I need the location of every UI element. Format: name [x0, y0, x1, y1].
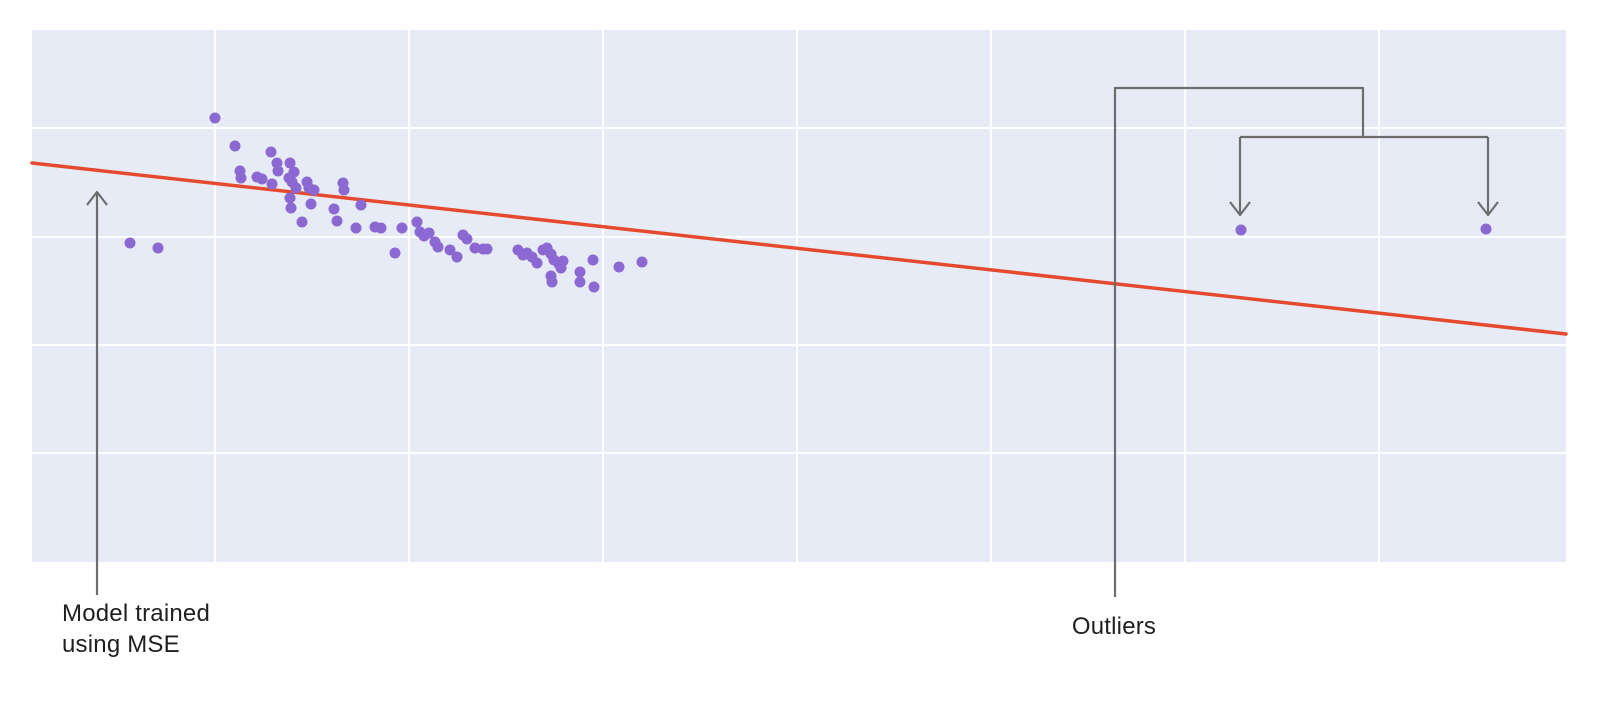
- data-point: [588, 281, 600, 293]
- outlier-arrowhead-down-icon: [1477, 201, 1499, 217]
- data-point: [481, 243, 493, 255]
- data-point: [284, 157, 296, 169]
- data-point: [613, 261, 625, 273]
- data-point: [469, 242, 481, 254]
- data-point: [265, 146, 277, 158]
- regression-line: [30, 161, 1568, 336]
- data-point: [229, 140, 241, 152]
- data-point: [574, 266, 586, 278]
- data-point: [557, 255, 569, 267]
- data-point: [124, 237, 136, 249]
- outlier-point: [1235, 224, 1247, 236]
- data-point: [305, 198, 317, 210]
- data-point: [350, 222, 362, 234]
- data-point: [389, 247, 401, 259]
- data-point: [235, 172, 247, 184]
- outliers-label: Outliers: [1071, 613, 1157, 640]
- data-point: [296, 216, 308, 228]
- data-point: [285, 202, 297, 214]
- data-point: [531, 257, 543, 269]
- model-trained-label-line2: using MSE: [62, 631, 180, 658]
- data-point: [152, 242, 164, 254]
- plot-area: [32, 30, 1566, 562]
- data-point: [308, 184, 320, 196]
- data-point: [256, 173, 268, 185]
- outliers-bracket-stem: [1113, 86, 1365, 597]
- data-point: [423, 227, 435, 239]
- data-point: [444, 244, 456, 256]
- model-trained-label: Model trained using MSE: [62, 598, 210, 660]
- data-point: [338, 184, 350, 196]
- data-point: [432, 241, 444, 253]
- annotations-layer: [86, 86, 1499, 597]
- outlier-point: [1480, 223, 1492, 235]
- data-point: [355, 199, 367, 211]
- data-point: [546, 276, 558, 288]
- data-point: [574, 276, 586, 288]
- data-point: [331, 215, 343, 227]
- data-point: [375, 222, 387, 234]
- data-point: [451, 251, 463, 263]
- data-point: [411, 216, 423, 228]
- data-point: [328, 203, 340, 215]
- outlier-arrowhead-down-icon: [1229, 201, 1251, 217]
- data-point: [587, 254, 599, 266]
- model-trained-label-line1: Model trained: [62, 600, 211, 627]
- data-point: [461, 233, 473, 245]
- data-point: [396, 222, 408, 234]
- data-point: [209, 112, 221, 124]
- data-point: [284, 192, 296, 204]
- data-point: [266, 178, 278, 190]
- data-point: [636, 256, 648, 268]
- data-point: [290, 182, 302, 194]
- gridlines: [32, 30, 1566, 562]
- mse-arrowhead-up-icon: [86, 190, 108, 206]
- data-point: [272, 165, 284, 177]
- scatter-points: [124, 112, 1492, 293]
- data-point: [271, 157, 283, 169]
